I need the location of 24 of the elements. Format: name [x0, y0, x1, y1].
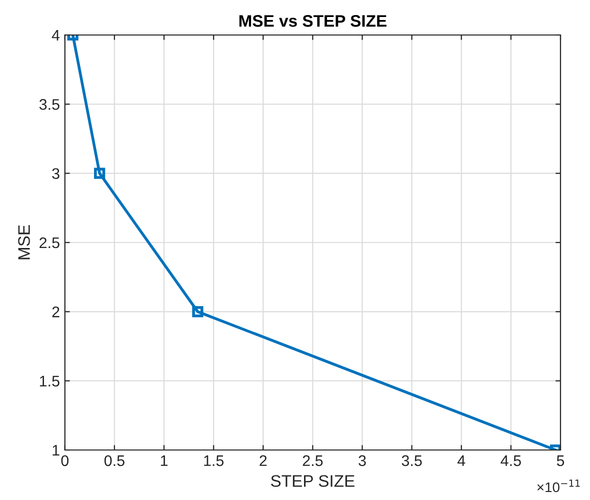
y-tick-label: 2	[52, 306, 60, 318]
x-tick-label: 0	[61, 455, 69, 466]
point	[94, 168, 106, 179]
point	[192, 306, 204, 318]
y-tick-label: 3	[52, 168, 60, 180]
x-tick-label: 4	[457, 455, 466, 466]
text: ×10$^{−11}$	[537, 480, 580, 492]
x-tick-label: 5	[556, 455, 564, 466]
x-tick-label: 2.5	[302, 455, 323, 466]
x-tick-label: 4.5	[500, 455, 521, 466]
x-tick-label: 0.5	[104, 455, 124, 466]
y-axis-title: MSE	[18, 225, 30, 260]
y-tick-label: 1	[52, 445, 60, 456]
x-tick-label: 1	[160, 455, 168, 466]
x-axis-title: STEP SIZE	[271, 475, 354, 487]
x-tick-label: 2	[260, 455, 267, 466]
y-tick-label: 4	[52, 30, 60, 41]
x-tick-label: 3	[358, 455, 366, 466]
chart-title: MSE vs STEP SIZE	[239, 15, 386, 27]
y-tick-label: 3.5	[39, 99, 60, 110]
y-tick-label: 2.5	[40, 237, 60, 248]
x-tick-label: 1.5	[204, 455, 224, 466]
x-tick-label: 3.5	[402, 455, 422, 466]
y-tick-label: 1.5	[40, 376, 60, 387]
